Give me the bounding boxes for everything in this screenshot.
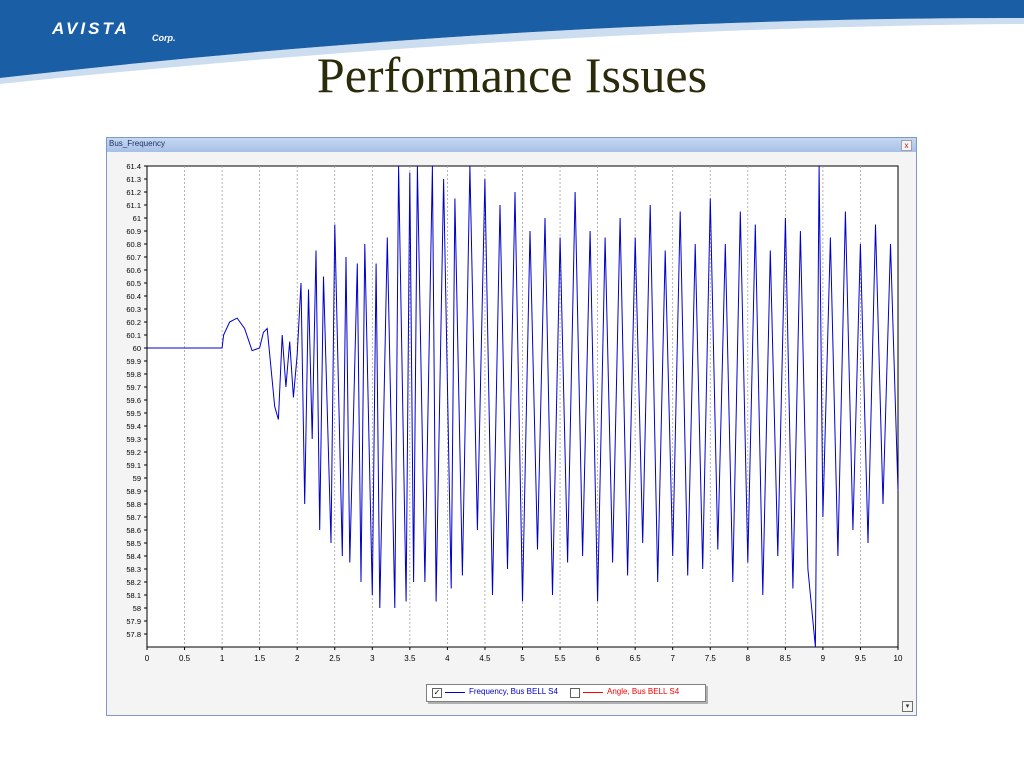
y-tick-label: 61 <box>133 214 141 223</box>
legend-swatch-angle <box>583 692 603 693</box>
x-tick-label: 6 <box>595 654 600 663</box>
y-tick-label: 60.6 <box>126 266 141 275</box>
legend-swatch-frequency <box>445 692 465 693</box>
chart-window: Bus_Frequency x 0 0.5 1 1.5 2 2.5 3 3.5 4 4.5 5 5.5… <box>106 137 917 716</box>
y-tick-label: 59.4 <box>126 422 141 431</box>
y-tick-label: 57.8 <box>126 630 141 639</box>
x-tick-label: 5.5 <box>554 654 566 663</box>
y-tick-label: 59 <box>133 474 141 483</box>
y-tick-label: 59.1 <box>126 461 141 470</box>
y-tick-label: 59.2 <box>126 448 141 457</box>
banner-swoosh <box>0 0 1024 78</box>
x-tick-label: 3 <box>370 654 375 663</box>
y-tick-label: 58.6 <box>126 526 141 535</box>
x-tick-label: 0 <box>145 654 150 663</box>
legend-checkbox-angle[interactable] <box>570 688 580 698</box>
frequency-chart: 0 0.5 1 1.5 2 2.5 3 3.5 4 4.5 5 5.5 6 6.5 7 7.5 8 8.5 9 9.5… <box>126 162 903 663</box>
x-tick-label: 8 <box>746 654 751 663</box>
series-line-frequency <box>147 165 899 648</box>
y-tick-label: 59.9 <box>126 357 141 366</box>
x-tick-label: 8.5 <box>780 654 792 663</box>
y-tick-label: 61.2 <box>126 188 141 197</box>
x-tick-label: 7.5 <box>705 654 717 663</box>
window-title: Bus_Frequency <box>109 139 166 148</box>
chart-legend: ✓ Frequency, Bus BELL S4 Angle, Bus BELL… <box>426 684 706 702</box>
y-tick-label: 59.8 <box>126 370 141 379</box>
y-tick-label: 58.2 <box>126 578 141 587</box>
x-tick-label: 5 <box>520 654 525 663</box>
y-tick-label: 59.7 <box>126 383 141 392</box>
y-tick-label: 61.3 <box>126 175 141 184</box>
y-tick-label: 59.3 <box>126 435 141 444</box>
x-tick-label: 4.5 <box>479 654 491 663</box>
x-tick-label: 2.5 <box>329 654 341 663</box>
company-logo-sub: Corp. <box>152 33 176 43</box>
x-tick-label: 9.5 <box>855 654 867 663</box>
y-tick-label: 58.3 <box>126 565 141 574</box>
y-tick-label: 60.9 <box>126 227 141 236</box>
y-tick-label: 60.7 <box>126 253 141 262</box>
header-banner <box>0 0 1024 84</box>
x-tick-label: 6.5 <box>630 654 642 663</box>
y-tick-label: 60.5 <box>126 279 141 288</box>
y-tick-label: 59.5 <box>126 409 141 418</box>
legend-checkbox-frequency[interactable]: ✓ <box>432 688 442 698</box>
y-tick-label: 60.2 <box>126 318 141 327</box>
y-tick-label: 60.3 <box>126 305 141 314</box>
close-button[interactable]: x <box>901 140 912 151</box>
legend-label-frequency: Frequency, Bus BELL S4 <box>469 687 558 696</box>
y-tick-label: 58.9 <box>126 487 141 496</box>
y-tick-label: 58.1 <box>126 591 141 600</box>
y-tick-label: 61.4 <box>126 162 141 171</box>
y-tick-label: 58.8 <box>126 500 141 509</box>
slide-title: Performance Issues <box>316 47 708 103</box>
x-tick-label: 10 <box>894 654 903 663</box>
y-tick-label: 58 <box>133 604 141 613</box>
x-tick-label: 1.5 <box>254 654 266 663</box>
x-tick-label: 2 <box>295 654 300 663</box>
y-tick-label: 57.9 <box>126 617 141 626</box>
x-tick-label: 0.5 <box>179 654 191 663</box>
legend-label-angle: Angle, Bus BELL S4 <box>607 687 680 696</box>
y-tick-label: 60 <box>133 344 141 353</box>
x-tick-label: 1 <box>220 654 225 663</box>
y-tick-label: 58.7 <box>126 513 141 522</box>
y-tick-label: 60.4 <box>126 292 141 301</box>
x-tick-label: 7 <box>670 654 675 663</box>
banner-swoosh-highlight <box>0 18 1024 84</box>
y-tick-label: 60.1 <box>126 331 141 340</box>
y-tick-label: 60.8 <box>126 240 141 249</box>
window-titlebar[interactable]: Bus_Frequency x <box>107 138 916 152</box>
y-tick-label: 61.1 <box>126 201 141 210</box>
y-tick-label: 59.6 <box>126 396 141 405</box>
x-tick-label: 3.5 <box>404 654 416 663</box>
x-tick-label: 4 <box>445 654 450 663</box>
scroll-down-button[interactable]: ▾ <box>902 701 913 712</box>
company-logo: AVISTA <box>52 19 130 38</box>
y-tick-label: 58.4 <box>126 552 141 561</box>
x-tick-label: 9 <box>821 654 826 663</box>
y-tick-label: 58.5 <box>126 539 141 548</box>
